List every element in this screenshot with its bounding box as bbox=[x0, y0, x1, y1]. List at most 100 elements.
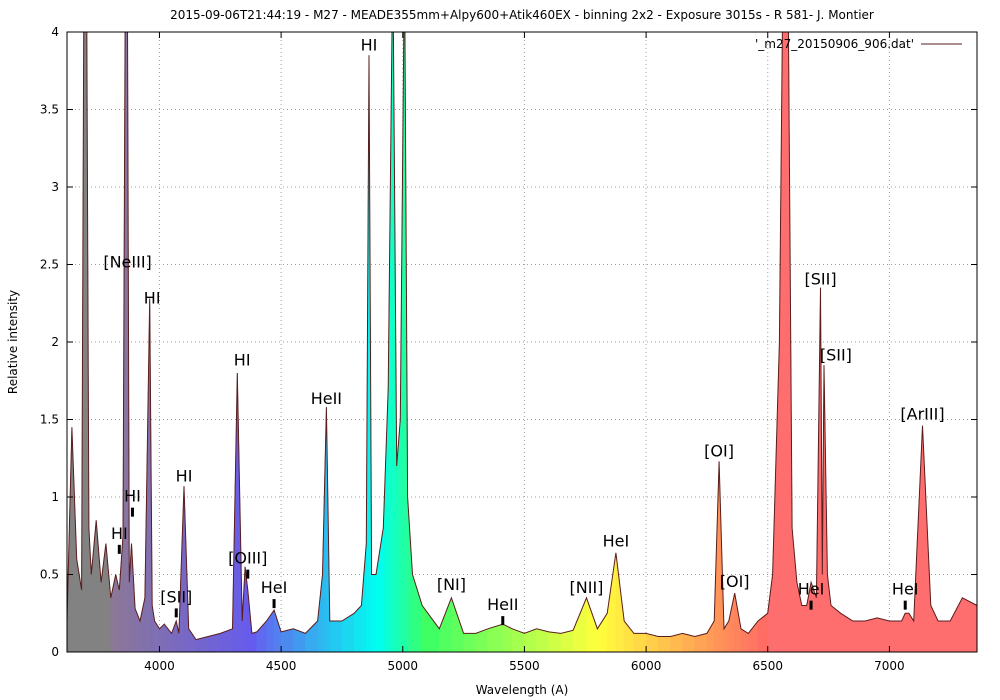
spectrum-line-group bbox=[67, 32, 977, 641]
spectrum-fill-segment bbox=[280, 628, 294, 652]
spectrum-fill-segment bbox=[889, 620, 902, 652]
line-label: HI bbox=[144, 288, 161, 307]
y-tick-label: 2.5 bbox=[40, 258, 59, 272]
line-marker bbox=[501, 616, 505, 626]
spectrum-fill-segment bbox=[95, 520, 102, 652]
spectrum-fill-segment bbox=[937, 620, 951, 652]
line-marker bbox=[903, 600, 907, 610]
spectrum-fill-segment bbox=[904, 612, 910, 652]
x-tick-label: 7000 bbox=[874, 659, 905, 673]
spectrum-fill-segment bbox=[463, 633, 477, 652]
line-label: HI bbox=[176, 467, 193, 486]
spectrum-fill-segment bbox=[876, 617, 890, 652]
spectrum-fill-segment bbox=[371, 574, 377, 652]
x-tick-label: 6000 bbox=[631, 659, 662, 673]
spectrum-fill-segment bbox=[767, 574, 773, 652]
x-tick-label: 6500 bbox=[752, 659, 783, 673]
spectrum-fill-segment bbox=[962, 597, 977, 652]
x-tick-label: 4000 bbox=[144, 659, 175, 673]
spectrum-fill-segment bbox=[91, 520, 97, 652]
spectrum-line bbox=[67, 32, 977, 641]
line-label: HeII bbox=[311, 389, 342, 408]
y-tick-label: 0 bbox=[51, 645, 59, 659]
spectrum-fill-segment bbox=[139, 597, 146, 652]
spectrum-fill-segment bbox=[757, 612, 769, 652]
line-label: [OI] bbox=[720, 572, 750, 591]
y-tick-label: 1 bbox=[51, 490, 59, 504]
line-label: HeII bbox=[487, 595, 518, 614]
spectrum-fill-segment bbox=[536, 628, 550, 652]
line-label: HeI bbox=[798, 580, 825, 599]
spectrum-fill-segment bbox=[706, 619, 715, 652]
spectrum-fill-segment bbox=[747, 620, 759, 652]
spectrum-fill-segment bbox=[728, 593, 735, 652]
grid-lines bbox=[67, 32, 977, 652]
line-label: [SII] bbox=[160, 587, 192, 606]
spectrum-fill-segment bbox=[256, 620, 267, 652]
spectrum-fill-segment bbox=[329, 620, 343, 652]
line-label: HI bbox=[234, 350, 251, 369]
y-tick-label: 3 bbox=[51, 180, 59, 194]
y-tick-label: 3.5 bbox=[40, 103, 59, 117]
line-label: [OIII] bbox=[228, 549, 267, 568]
line-marker bbox=[272, 599, 276, 609]
spectrum-fill-segment bbox=[597, 612, 608, 652]
line-label: [NI] bbox=[437, 575, 466, 594]
line-label: [SII] bbox=[820, 346, 852, 365]
line-marker bbox=[174, 608, 178, 618]
spectrum-fill-segment bbox=[864, 617, 878, 652]
y-tick-label: 0.5 bbox=[40, 568, 59, 582]
line-label: HeI bbox=[603, 532, 630, 551]
spectrum-fill-segment bbox=[407, 496, 413, 652]
spectrum-fill-segment bbox=[188, 627, 197, 652]
x-tick-label: 4500 bbox=[266, 659, 297, 673]
spectrum-fill-segment bbox=[251, 631, 258, 652]
line-label: HeI bbox=[892, 580, 919, 599]
legend-label: '_m27_20150906_906.dat' bbox=[755, 37, 914, 51]
line-label: HI bbox=[124, 487, 141, 506]
chart-title: 2015-09-06T21:44:19 - M27 - MEADE355mm+A… bbox=[170, 8, 874, 22]
spectrum-fill-segment bbox=[548, 631, 562, 652]
spectrum-fill-segment bbox=[341, 612, 355, 652]
spectrum-fill-segment bbox=[171, 620, 177, 652]
spectrum-fill-segment bbox=[105, 543, 112, 652]
spectrum-fill-segment bbox=[125, 32, 128, 652]
line-marker bbox=[809, 600, 813, 610]
x-tick-label: 5500 bbox=[509, 659, 540, 673]
line-marker bbox=[246, 569, 250, 579]
line-label: HeI bbox=[261, 578, 288, 597]
axis-ticks: 4000 4500 5000 5500 6000 6500 7000 0 0.5 1 1.5 2 2.5… bbox=[40, 25, 977, 673]
line-label: [SII] bbox=[805, 270, 837, 289]
line-label: [NII] bbox=[570, 578, 604, 597]
line-label: HI bbox=[111, 524, 128, 543]
line-marker bbox=[130, 507, 134, 517]
y-tick-label: 4 bbox=[51, 25, 59, 39]
line-annotations: HI HI [NeIII] HI [SII] HI HI [OIII] HeI HeII HI [NI… bbox=[103, 36, 945, 626]
spectrum-fill-segment bbox=[560, 629, 574, 652]
spectrum-fill-segment bbox=[852, 620, 866, 652]
y-tick-label: 2 bbox=[51, 335, 59, 349]
spectrum-fill-segment bbox=[791, 527, 798, 652]
spectrum-fill-segment bbox=[801, 605, 807, 652]
x-axis-label: Wavelength (A) bbox=[476, 683, 569, 697]
spectrum-fill-segment bbox=[421, 604, 440, 652]
legend: '_m27_20150906_906.dat' bbox=[755, 37, 962, 51]
spectrum-fill-segment bbox=[633, 633, 647, 652]
spectrum-fill-segment bbox=[615, 552, 625, 652]
spectrum-fill-segment bbox=[387, 32, 394, 652]
line-label: [NeIII] bbox=[103, 253, 151, 272]
spectrum-fill-segment bbox=[400, 32, 405, 652]
y-axis-label: Relative intensity bbox=[6, 290, 20, 394]
spectrum-fill bbox=[67, 32, 977, 652]
line-label: [OI] bbox=[704, 442, 734, 461]
spectrum-fill-segment bbox=[782, 32, 789, 652]
line-label: HI bbox=[361, 36, 378, 55]
x-tick-label: 5000 bbox=[388, 659, 419, 673]
spectrum-fill-segment bbox=[83, 32, 87, 652]
spectrum-fill-segment bbox=[657, 636, 671, 652]
line-label: [ArIII] bbox=[900, 405, 944, 424]
spectrum-fill-segment bbox=[375, 527, 384, 652]
line-marker bbox=[117, 544, 121, 554]
spectrum-fill-segment bbox=[305, 620, 318, 652]
